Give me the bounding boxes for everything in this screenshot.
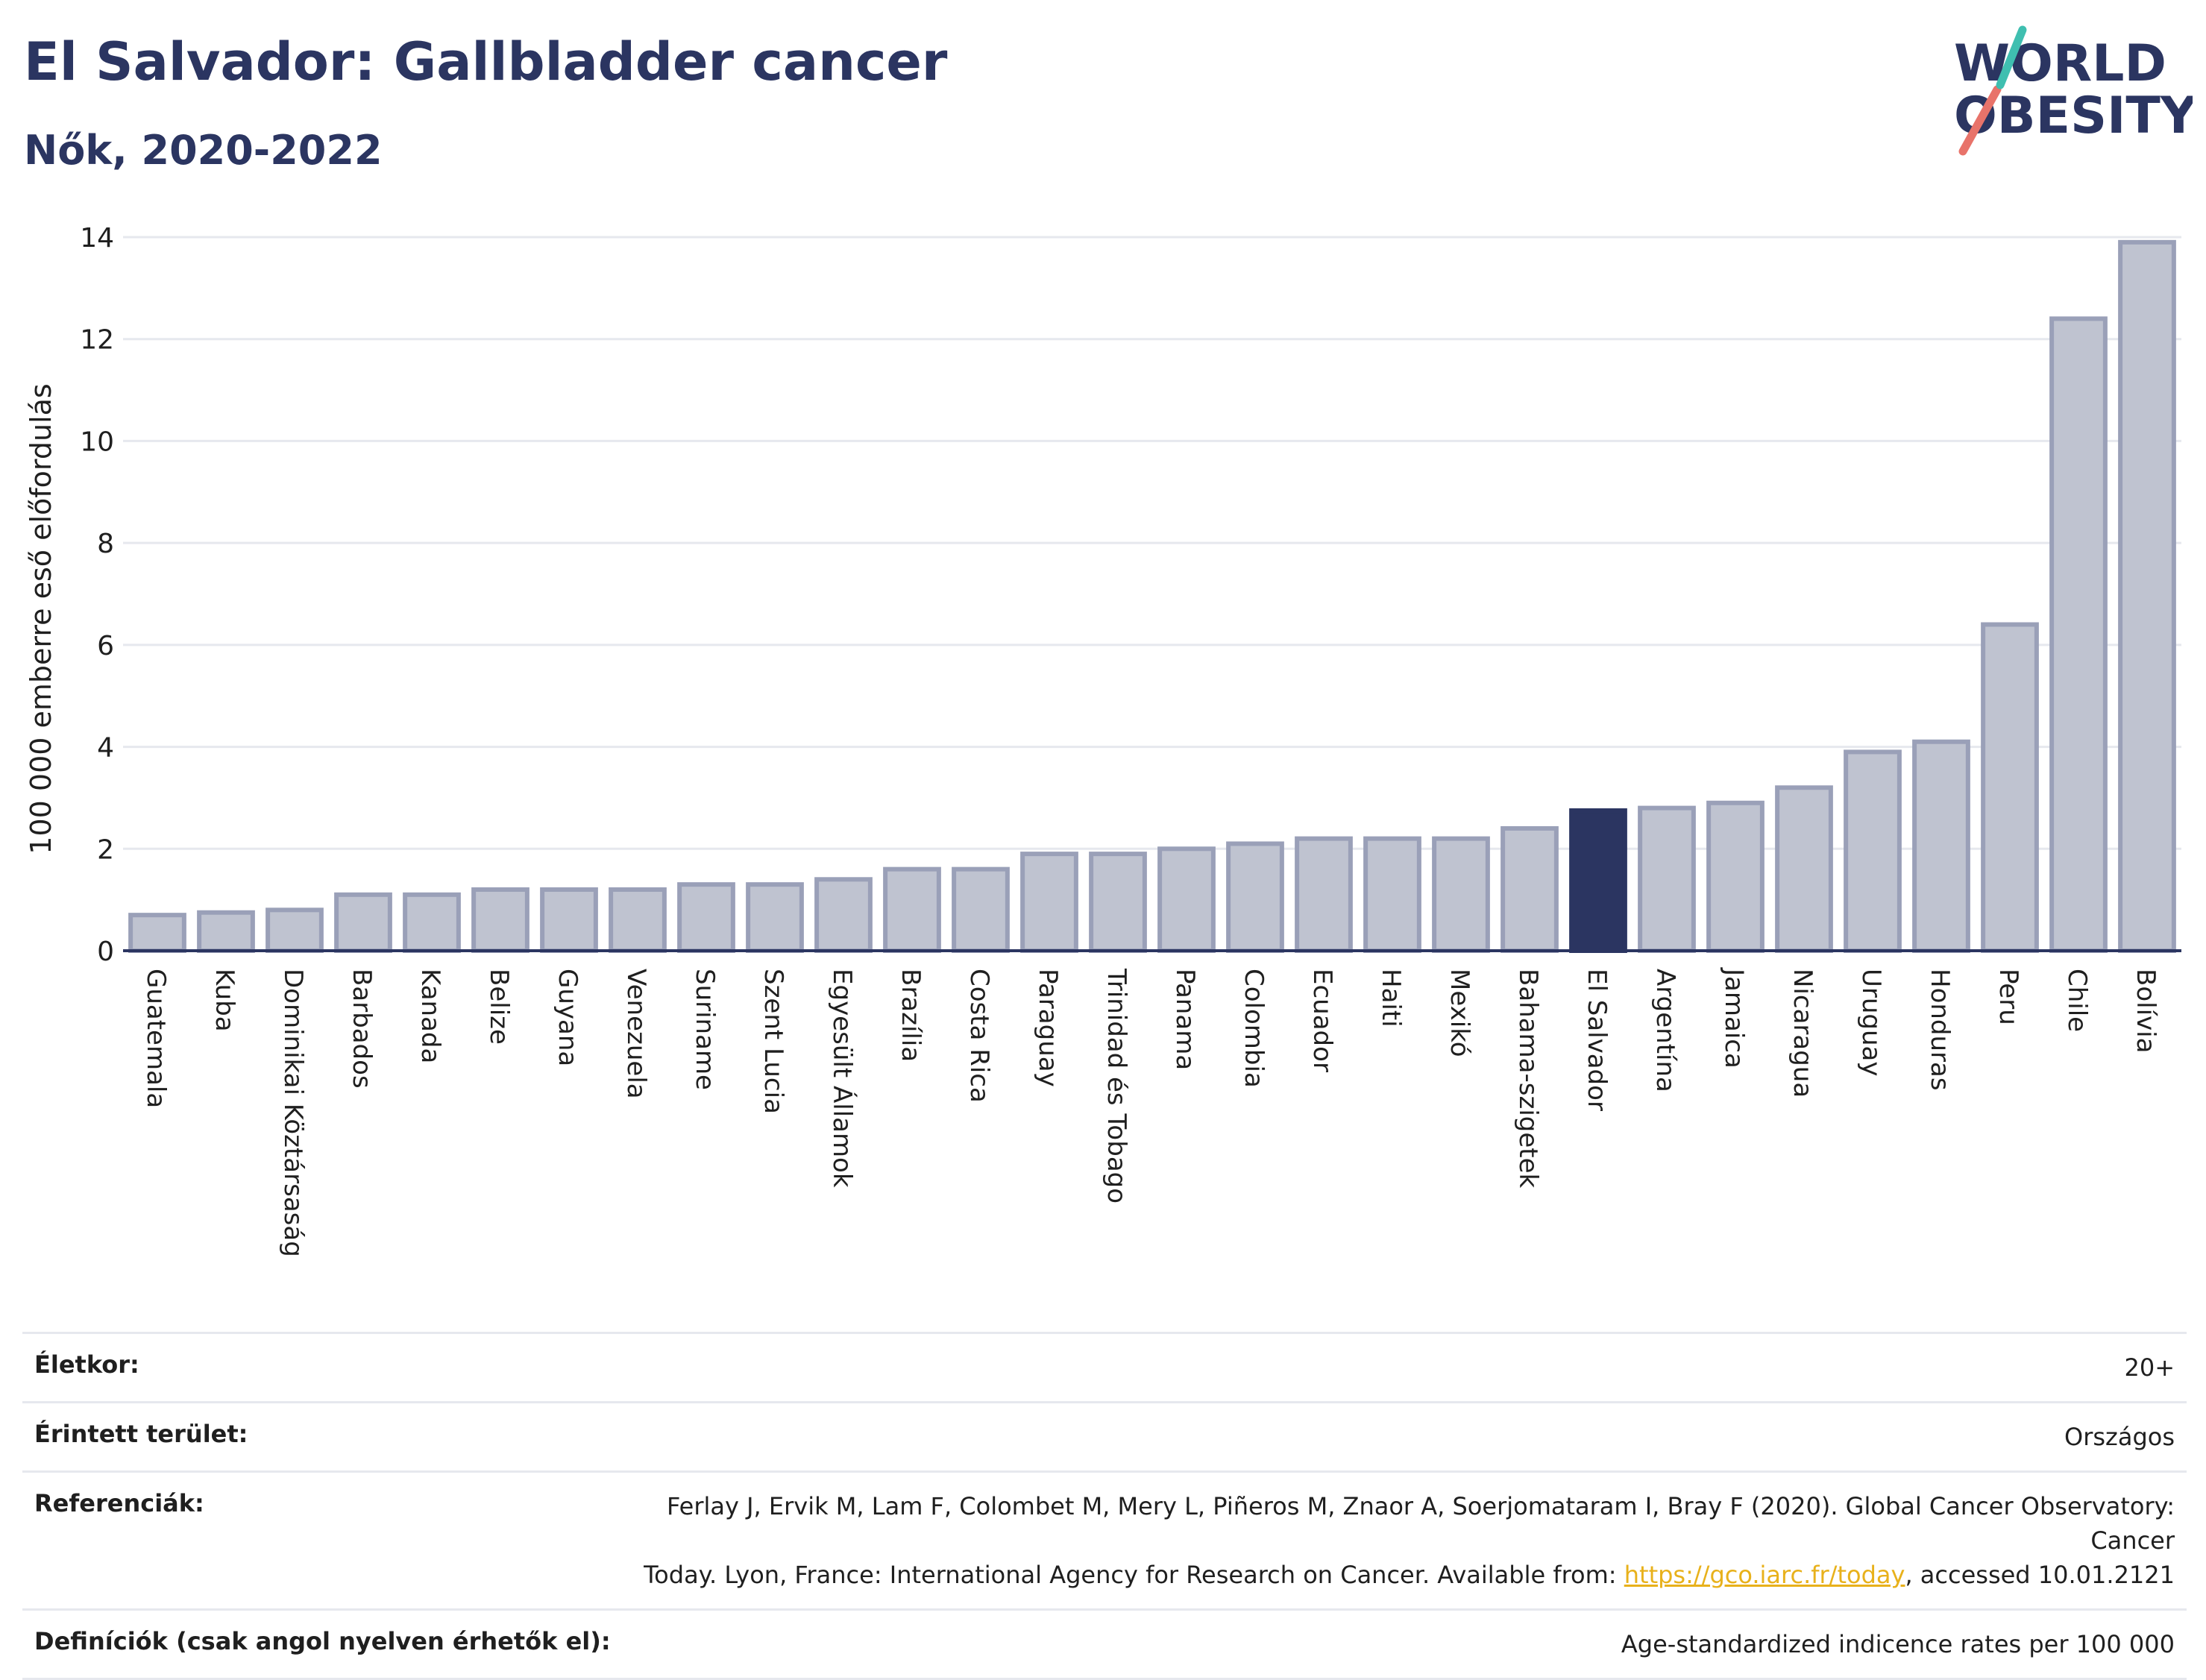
- x-tick-label: Jamaica: [1719, 967, 1749, 1069]
- bar-guyana: [540, 887, 598, 954]
- x-tick-label: Kanada: [415, 969, 445, 1063]
- x-tick-label: Szent Lucia: [758, 969, 788, 1114]
- y-tick-label: 0: [97, 937, 114, 967]
- x-tick-label: Honduras: [1925, 969, 1955, 1091]
- y-tick-label: 6: [97, 631, 114, 661]
- x-tick-label: Bolívia: [2131, 969, 2161, 1053]
- x-tick-label: Mexikó: [1445, 969, 1474, 1057]
- x-tick-label: Haiti: [1376, 969, 1406, 1028]
- metadata-table: Életkor: 20+ Érintett terület: Országos …: [22, 1332, 2187, 1680]
- bar-bolívia: [2118, 239, 2176, 954]
- bar-nicaragua: [1775, 785, 1833, 954]
- bar-haiti: [1363, 836, 1421, 953]
- logo-slash-teal: [1996, 25, 2027, 89]
- meta-definitions-value: Age-standardized indicence rates per 100…: [622, 1608, 2187, 1680]
- x-tick-label: Argentína: [1650, 969, 1680, 1092]
- bar-panama: [1157, 846, 1216, 954]
- bar-argentína: [1638, 805, 1696, 953]
- y-tick-label: 10: [80, 427, 114, 457]
- meta-row-age: Életkor: 20+: [22, 1332, 2187, 1403]
- x-tick-label: Costa Rica: [964, 969, 994, 1103]
- bar-dominikai-köztársaság: [265, 907, 324, 954]
- bar-trinidad-és-tobago: [1089, 852, 1147, 954]
- bar-mexikó: [1432, 836, 1490, 953]
- bar-honduras: [1912, 739, 1970, 953]
- meta-row-references: Referenciák: Ferlay J, Ervik M, Lam F, C…: [22, 1470, 2187, 1611]
- bar-chile: [2049, 316, 2108, 954]
- meta-definitions-label: Definíciók (csak angol nyelven érhetők e…: [22, 1608, 623, 1680]
- references-line2-after: , accessed 10.01.2121: [1905, 1561, 2175, 1589]
- y-tick-label: 4: [97, 733, 114, 764]
- bar-bahama-szigetek: [1500, 825, 1559, 954]
- meta-row-definitions: Definíciók (csak angol nyelven érhetők e…: [22, 1608, 2187, 1680]
- x-tick-label: Kuba: [210, 969, 239, 1032]
- bar-guatemala: [128, 913, 186, 954]
- bar-el-salvador: [1569, 808, 1627, 953]
- x-tick-label: Trinidad és Tobago: [1102, 968, 1131, 1204]
- x-tick-label: Colombia: [1239, 969, 1269, 1088]
- references-link[interactable]: https://gco.iarc.fr/today: [1624, 1561, 1905, 1589]
- x-tick-label: Guatemala: [141, 969, 171, 1108]
- bar-brazília: [883, 866, 941, 953]
- meta-area-label: Érintett terület:: [22, 1401, 623, 1473]
- x-tick-label: Suriname: [690, 969, 720, 1090]
- x-tick-label: Uruguay: [1856, 969, 1886, 1077]
- bar-kanada: [403, 892, 461, 953]
- x-tick-label: Peru: [1993, 969, 2023, 1025]
- y-tick-label: 2: [97, 834, 114, 865]
- bar-costa-rica: [952, 866, 1010, 953]
- x-tick-label: El Salvador: [1582, 969, 1612, 1111]
- meta-area-value: Országos: [622, 1401, 2187, 1473]
- meta-age-label: Életkor:: [22, 1332, 623, 1403]
- x-tick-label: Guyana: [553, 969, 582, 1066]
- references-line1: Ferlay J, Ervik M, Lam F, Colombet M, Me…: [667, 1492, 2175, 1555]
- logo-slash-coral: [1958, 85, 2002, 156]
- x-tick-label: Barbados: [347, 969, 377, 1089]
- x-tick-label: Egyesült Államok: [827, 969, 858, 1188]
- bar-jamaica: [1706, 800, 1765, 953]
- bar-szent-lucia: [746, 882, 804, 954]
- x-tick-label: Paraguay: [1033, 969, 1063, 1087]
- bars: [128, 239, 2176, 954]
- gridlines: [123, 236, 2181, 850]
- meta-row-area: Érintett terület: Országos: [22, 1401, 2187, 1473]
- bar-ecuador: [1295, 836, 1353, 953]
- meta-references-label: Referenciák:: [22, 1470, 623, 1611]
- logo-word-world: WORLD: [1954, 34, 2166, 93]
- x-tick-label: Panama: [1170, 969, 1200, 1070]
- bar-belize: [471, 887, 529, 954]
- x-tick-label: Dominikai Köztársaság: [278, 969, 308, 1257]
- bar-peru: [1981, 622, 2039, 953]
- chart-subtitle: Nők, 2020-2022: [24, 127, 383, 174]
- bar-barbados: [334, 892, 392, 953]
- x-tick-label: Ecuador: [1307, 969, 1337, 1072]
- world-obesity-logo: WORLD OBESITY: [1954, 25, 2193, 156]
- x-tick-label: Bahama-szigetek: [1513, 969, 1543, 1189]
- bar-chart: 0 2 4 6 8 10 12 14 Guatemala Kuba Dominikai Köztár…: [25, 223, 2181, 1257]
- meta-age-value: 20+: [622, 1332, 2187, 1403]
- bar-kuba: [197, 910, 255, 954]
- x-tick-label: Venezuela: [621, 969, 651, 1099]
- x-tick-label: Brazília: [896, 969, 926, 1062]
- axes: 0 2 4 6 8 10 12 14 Guatemala Kuba Dominikai Köztár…: [80, 223, 2181, 1257]
- bar-venezuela: [609, 887, 667, 954]
- bar-colombia: [1226, 841, 1284, 953]
- y-axis-label: 100 000 emberre eső előfordulás: [25, 383, 57, 854]
- bar-egyesült-államok: [814, 877, 873, 954]
- x-tick-label: Belize: [484, 969, 514, 1045]
- x-tick-label: Chile: [2062, 969, 2092, 1032]
- y-tick-label: 8: [97, 529, 114, 559]
- bar-suriname: [677, 882, 735, 954]
- references-line2-before: Today. Lyon, France: International Agenc…: [644, 1561, 1624, 1589]
- meta-references-value: Ferlay J, Ervik M, Lam F, Colombet M, Me…: [622, 1470, 2187, 1611]
- y-tick-label: 12: [80, 325, 114, 356]
- y-tick-label: 14: [80, 223, 114, 254]
- x-tick-label: Nicaragua: [1788, 969, 1817, 1098]
- bar-uruguay: [1844, 749, 1902, 954]
- bar-paraguay: [1020, 852, 1078, 954]
- chart-title: El Salvador: Gallbladder cancer: [24, 31, 948, 92]
